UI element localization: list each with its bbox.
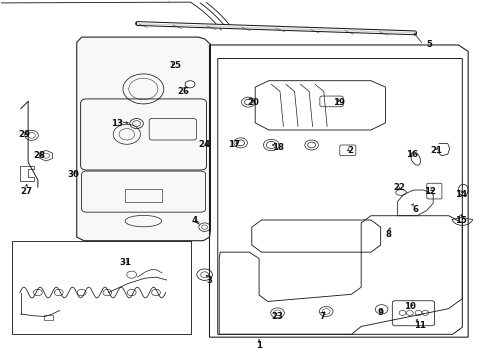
Text: 21: 21 bbox=[429, 146, 442, 155]
Text: 30: 30 bbox=[67, 170, 79, 179]
Circle shape bbox=[185, 81, 195, 88]
Text: 18: 18 bbox=[271, 143, 283, 152]
Bar bbox=[44, 315, 53, 320]
Text: 16: 16 bbox=[406, 150, 417, 159]
Text: 8: 8 bbox=[385, 230, 390, 239]
Text: 28: 28 bbox=[33, 151, 45, 160]
Bar bbox=[12, 242, 191, 334]
Text: 9: 9 bbox=[377, 309, 383, 318]
Text: 15: 15 bbox=[454, 216, 466, 225]
Text: 27: 27 bbox=[20, 187, 33, 196]
Text: 20: 20 bbox=[247, 98, 259, 107]
Text: 31: 31 bbox=[119, 258, 131, 267]
Text: 12: 12 bbox=[424, 187, 435, 196]
Text: 13: 13 bbox=[111, 119, 123, 128]
Polygon shape bbox=[77, 37, 210, 241]
Text: 3: 3 bbox=[206, 276, 212, 285]
Text: 29: 29 bbox=[19, 130, 31, 139]
Text: 22: 22 bbox=[392, 183, 404, 192]
Text: 5: 5 bbox=[426, 40, 431, 49]
Text: 2: 2 bbox=[347, 146, 353, 155]
Text: 17: 17 bbox=[227, 140, 240, 149]
Text: 23: 23 bbox=[271, 312, 283, 321]
Text: 11: 11 bbox=[414, 321, 426, 330]
Text: 4: 4 bbox=[191, 216, 198, 225]
Text: 24: 24 bbox=[198, 140, 210, 149]
Text: 25: 25 bbox=[169, 61, 181, 70]
Text: 14: 14 bbox=[454, 190, 466, 199]
Text: 7: 7 bbox=[319, 312, 325, 321]
Text: 1: 1 bbox=[256, 341, 262, 350]
Text: 26: 26 bbox=[177, 87, 189, 96]
Text: 6: 6 bbox=[412, 205, 418, 214]
Text: 19: 19 bbox=[333, 98, 345, 107]
Polygon shape bbox=[73, 0, 175, 1]
Text: 10: 10 bbox=[403, 302, 415, 311]
Bar bbox=[125, 189, 162, 202]
